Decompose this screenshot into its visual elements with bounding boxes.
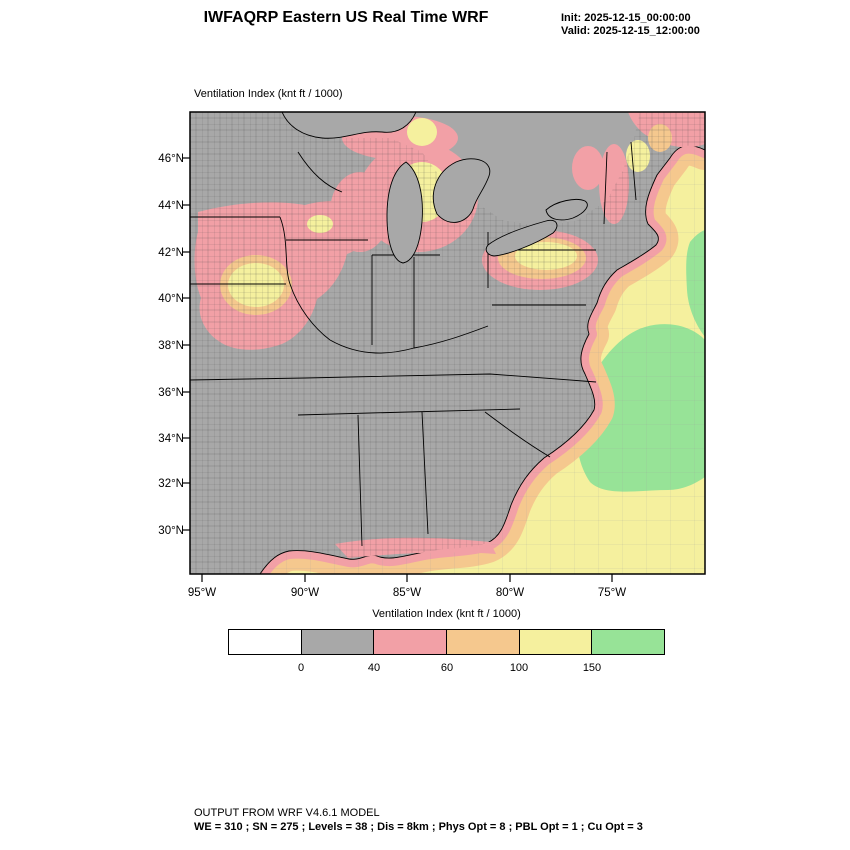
colorbar-cell [300, 629, 375, 655]
lat-tick-label: 34°N [158, 433, 184, 445]
colorbar-cell [373, 629, 448, 655]
state-borders [190, 141, 637, 547]
lake-erie [485, 219, 558, 257]
model-footer: OUTPUT FROM WRF V4.6.1 MODEL WE = 310 ; … [194, 806, 643, 834]
lat-tick-label: 42°N [158, 247, 184, 259]
footer-config-line: WE = 310 ; SN = 275 ; Levels = 38 ; Dis … [194, 821, 643, 833]
colorbar-title: Ventilation Index (knt ft / 1000) [372, 608, 521, 620]
lake-ontario [545, 199, 588, 221]
init-time: Init: 2025-12-15_00:00:00 [561, 12, 691, 24]
map-border [189, 111, 706, 575]
lat-tick-label: 32°N [158, 478, 184, 490]
lat-tick-label: 38°N [158, 340, 184, 352]
lat-tick-label: 36°N [158, 387, 184, 399]
colorbar-tick-label: 60 [440, 662, 454, 674]
lat-tick-label: 30°N [158, 525, 184, 537]
great-lakes [281, 112, 588, 264]
colorbar-labels: 0 40 60 100 150 [228, 662, 665, 676]
map-figure: 46°N 44°N 42°N 40°N 38°N 36°N 34°N 32°N … [158, 111, 706, 599]
colorbar-cell [446, 629, 520, 655]
colorbar-tick-label: 40 [367, 662, 381, 674]
lon-tick-label: 85°W [393, 587, 421, 599]
lake-michigan [386, 161, 423, 264]
colorbar-cell [518, 629, 593, 655]
lake-superior [281, 112, 417, 139]
colorbar-cell [591, 629, 666, 655]
colorbar-cell [228, 629, 302, 655]
lon-tick-label: 95°W [188, 587, 216, 599]
lat-tick-label: 46°N [158, 153, 184, 165]
page-title: IWFAQRP Eastern US Real Time WRF [203, 9, 489, 26]
colorbar-tick-label: 0 [297, 662, 305, 674]
lon-tick-label: 75°W [598, 587, 626, 599]
colorbar-tick-label: 150 [582, 662, 602, 674]
lat-tick-label: 40°N [158, 293, 184, 305]
lon-tick-label: 80°W [496, 587, 524, 599]
yellow-region-upper-michigan [407, 118, 437, 146]
field-label: Ventilation Index (knt ft / 1000) [194, 88, 343, 100]
colorbar [228, 629, 666, 655]
run-info: Init: 2025-12-15_00:00:00 Valid: 2025-12… [561, 12, 700, 38]
lat-tick-label: 44°N [158, 200, 184, 212]
footer-model-line: OUTPUT FROM WRF V4.6.1 MODEL [194, 807, 380, 819]
axis-ticks [182, 157, 613, 582]
lake-huron [433, 158, 491, 223]
pink-region-adirondacks [572, 146, 604, 190]
lon-tick-label: 90°W [291, 587, 319, 599]
colorbar-tick-label: 100 [509, 662, 529, 674]
valid-time: Valid: 2025-12-15_12:00:00 [561, 25, 700, 37]
